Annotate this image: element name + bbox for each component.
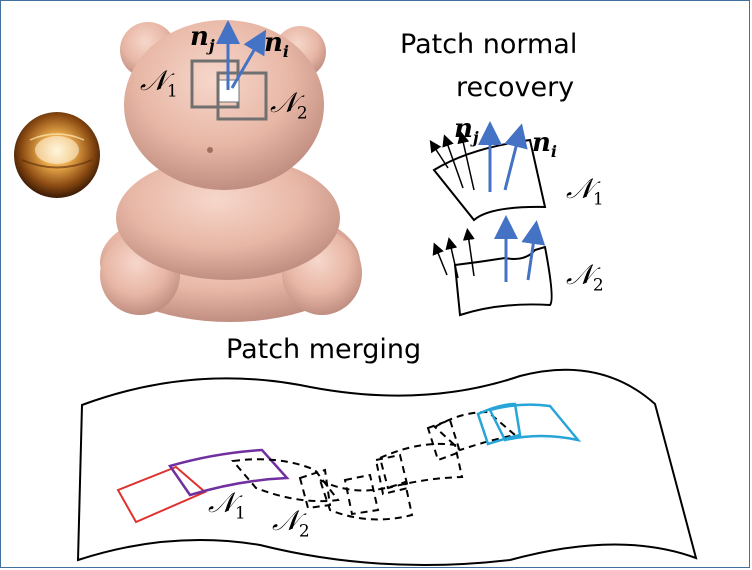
label-N1-merging: 𝒩1 bbox=[208, 486, 246, 524]
label-N1-bear: 𝒩1 bbox=[140, 64, 178, 102]
recovery-patch-n1 bbox=[429, 121, 547, 222]
title-recovery-line2: recovery bbox=[456, 72, 575, 103]
teddy-bear-image bbox=[100, 20, 362, 322]
chrome-ball-image bbox=[14, 112, 100, 198]
label-n-i: 𝒏i bbox=[264, 28, 289, 62]
merge-patch-purple bbox=[167, 448, 290, 497]
title-merging: Patch merging bbox=[226, 334, 422, 365]
label-N2-merging: 𝒩2 bbox=[272, 504, 310, 542]
label-n-j-recovery: 𝒏j bbox=[454, 114, 479, 148]
title-recovery-line1: Patch normal bbox=[400, 29, 578, 60]
normal-i-arrow bbox=[230, 29, 267, 89]
merging-surface bbox=[76, 368, 698, 566]
label-N2-recovery: 𝒩2 bbox=[566, 258, 604, 296]
label-n-j: 𝒏j bbox=[190, 22, 215, 56]
label-N1-recovery: 𝒩1 bbox=[566, 172, 604, 210]
label-n-i-recovery: 𝒏i bbox=[532, 128, 557, 162]
merge-patch-cyan bbox=[488, 403, 582, 442]
label-N2-bear: 𝒩2 bbox=[270, 86, 308, 124]
merge-patches-dashed bbox=[231, 410, 518, 521]
recovery-patch-n2 bbox=[432, 215, 553, 317]
